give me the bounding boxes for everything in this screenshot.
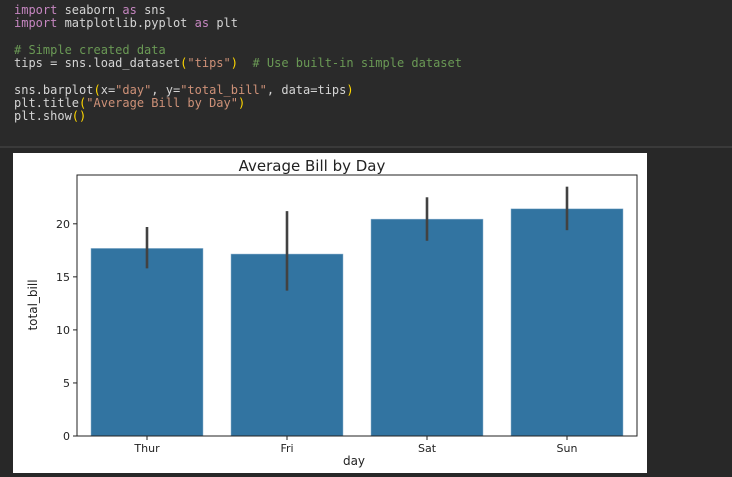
code-line: plt.show() <box>14 110 462 123</box>
x-tick-label: Sun <box>557 442 578 455</box>
code-token: () <box>71 109 87 124</box>
code-line: # Simple created data <box>14 42 462 57</box>
code-line: plt.title("Average Bill by Day") <box>14 96 462 111</box>
code-token: as <box>122 3 137 17</box>
code-token: seaborn <box>57 3 123 17</box>
code-token: "day" <box>115 82 152 97</box>
bar-sat <box>370 218 484 437</box>
code-line: import seaborn as sns <box>14 3 462 17</box>
code-token: "tips" <box>187 56 231 71</box>
code-token: , data=tips <box>266 82 347 97</box>
code-token: x= <box>100 82 116 97</box>
y-tick-label: 15 <box>56 271 70 284</box>
code-line <box>14 31 462 44</box>
bar-thur <box>90 248 204 437</box>
y-axis-label: total_bill <box>26 279 40 330</box>
code-token: # Simple created data <box>14 42 166 57</box>
code-editor[interactable]: import seaborn as sns import matplotlib.p… <box>14 3 462 124</box>
code-line: tips = sns.load_dataset("tips") # Use bu… <box>14 57 462 70</box>
code-token: import <box>14 16 58 31</box>
chart-title: Average Bill by Day <box>239 157 386 175</box>
code-token: plt <box>209 16 238 31</box>
y-tick-label: 20 <box>56 218 70 231</box>
code-line: import matplotlib.pyplot as plt <box>14 17 462 30</box>
code-line <box>14 70 462 83</box>
code-token: plt.show <box>14 109 72 124</box>
code-token: "total_bill" <box>180 82 267 97</box>
x-tick-label: Fri <box>280 442 293 455</box>
code-token: ( <box>93 82 101 97</box>
x-tick-label: Sat <box>418 442 437 455</box>
code-token: "Average Bill by Day" <box>86 96 238 111</box>
code-token: ) <box>346 82 354 97</box>
code-token: sns.barplot <box>14 82 94 97</box>
x-axis-label: day <box>343 454 365 468</box>
code-token: tips = sns.load_dataset <box>14 56 181 71</box>
code-token: plt.title <box>14 96 80 111</box>
code-cell[interactable]: import seaborn as sns import matplotlib.p… <box>0 0 732 148</box>
code-token: ) <box>230 56 238 71</box>
code-token: sns <box>136 3 166 17</box>
code-token <box>238 56 252 70</box>
code-token: ) <box>237 96 246 111</box>
y-tick-label: 5 <box>63 377 70 390</box>
code-token: matplotlib.pyplot <box>57 16 195 31</box>
bar-sun <box>510 208 624 437</box>
figure-output: Average Bill by Day day total_bill Thur F… <box>13 153 647 473</box>
bar-chart: Average Bill by Day day total_bill Thur F… <box>26 157 638 468</box>
x-tick-label: Thur <box>133 442 160 455</box>
code-token: ( <box>180 56 188 71</box>
y-tick-label: 0 <box>63 430 70 443</box>
axes-frame <box>76 174 638 437</box>
code-token: as <box>194 16 210 31</box>
code-token: import <box>14 3 58 17</box>
code-line: sns.barplot(x="day", y="total_bill", dat… <box>14 82 462 97</box>
code-token: # Use built-in simple dataset <box>252 56 462 71</box>
y-tick-label: 10 <box>56 324 70 337</box>
code-token: , y= <box>151 82 181 97</box>
code-token: ( <box>79 96 87 111</box>
